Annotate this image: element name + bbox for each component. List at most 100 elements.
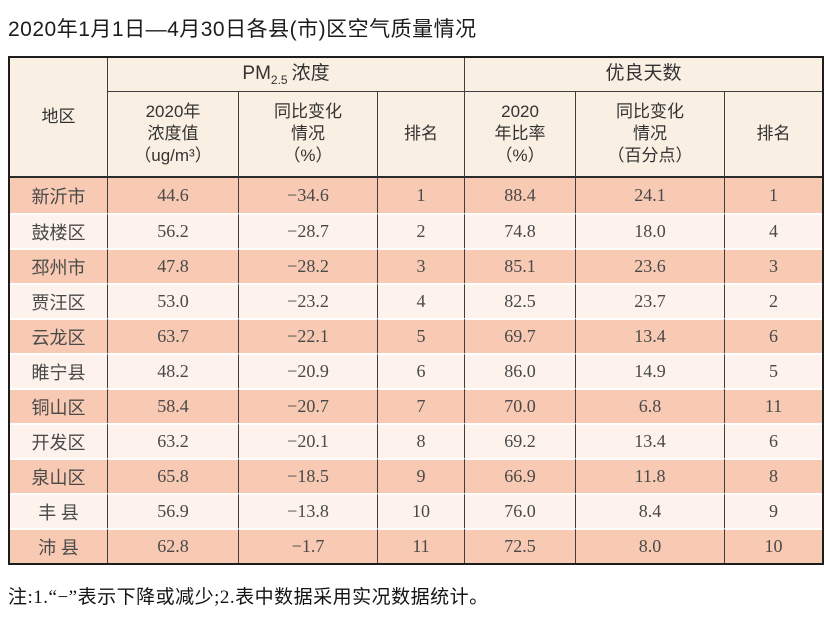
value-cell: 70.0 (465, 388, 577, 423)
header-group-good-days: 优良天数 (465, 58, 823, 92)
value-cell: 6 (378, 353, 466, 388)
header-group-pm25: PM2.5 浓度 (108, 58, 466, 92)
value-cell: 2 (378, 213, 466, 248)
region-cell: 邳州市 (10, 248, 108, 283)
table-header: 地区 PM2.5 浓度 优良天数 2020年 浓度值 （ug/m³） 同比变化 情… (10, 58, 823, 178)
value-cell: 69.7 (465, 318, 577, 353)
footnote: 注:1.“−”表示下降或减少;2.表中数据采用实况数据统计。 (8, 587, 489, 608)
header-pm25-change: 同比变化 情况 （%） (239, 92, 378, 178)
region-cell: 沛 县 (10, 528, 108, 563)
value-cell: −20.9 (239, 353, 378, 388)
value-cell: 86.0 (465, 353, 577, 388)
value-cell: 65.8 (108, 458, 239, 493)
table-row: 鼓楼区 56.2 −28.7 2 74.8 18.0 4 (10, 213, 823, 248)
value-cell: 56.9 (108, 493, 239, 528)
value-cell: 3 (378, 248, 466, 283)
value-cell: 8 (378, 423, 466, 458)
value-cell: 72.5 (465, 528, 577, 563)
table-row: 泉山区 65.8 −18.5 9 66.9 11.8 8 (10, 458, 823, 493)
value-cell: 3 (725, 248, 823, 283)
region-cell: 丰 县 (10, 493, 108, 528)
region-cell: 睢宁县 (10, 353, 108, 388)
value-cell: 2 (725, 283, 823, 318)
value-cell: 8.0 (576, 528, 726, 563)
value-cell: 4 (725, 213, 823, 248)
region-cell: 新沂市 (10, 178, 108, 213)
table-row: 睢宁县 48.2 −20.9 6 86.0 14.9 5 (10, 353, 823, 388)
value-cell: 13.4 (576, 423, 726, 458)
region-cell: 泉山区 (10, 458, 108, 493)
value-cell: 44.6 (108, 178, 239, 213)
page-title: 2020年1月1日—4月30日各县(市)区空气质量情况 (8, 18, 477, 41)
value-cell: −20.7 (239, 388, 378, 423)
value-cell: 53.0 (108, 283, 239, 318)
table-row: 贾汪区 53.0 −23.2 4 82.5 23.7 2 (10, 283, 823, 318)
pm25-label-suffix: 浓度 (291, 63, 330, 85)
value-cell: 8 (725, 458, 823, 493)
value-cell: −20.1 (239, 423, 378, 458)
region-cell: 贾汪区 (10, 283, 108, 318)
value-cell: 63.7 (108, 318, 239, 353)
value-cell: 11 (725, 388, 823, 423)
value-cell: −34.6 (239, 178, 378, 213)
value-cell: 74.8 (465, 213, 577, 248)
header-sub-row: 2020年 浓度值 （ug/m³） 同比变化 情况 （%） 排名 2020 年比… (10, 92, 823, 178)
header-group-row: 地区 PM2.5 浓度 优良天数 (10, 58, 823, 178)
header-region: 地区 (10, 58, 108, 178)
value-cell: 88.4 (465, 178, 577, 213)
value-cell: 23.6 (576, 248, 726, 283)
value-cell: 85.1 (465, 248, 577, 283)
value-cell: −28.2 (239, 248, 378, 283)
value-cell: 4 (378, 283, 466, 318)
value-cell: 8.4 (576, 493, 726, 528)
value-cell: 9 (378, 458, 466, 493)
value-cell: −22.1 (239, 318, 378, 353)
header-good-rank: 排名 (725, 92, 823, 178)
value-cell: 76.0 (465, 493, 577, 528)
region-cell: 铜山区 (10, 388, 108, 423)
value-cell: 10 (378, 493, 466, 528)
value-cell: 1 (378, 178, 466, 213)
value-cell: −1.7 (239, 528, 378, 563)
table-row: 云龙区 63.7 −22.1 5 69.7 13.4 6 (10, 318, 823, 353)
value-cell: −18.5 (239, 458, 378, 493)
value-cell: 6.8 (576, 388, 726, 423)
value-cell: 11.8 (576, 458, 726, 493)
table-row: 铜山区 58.4 −20.7 7 70.0 6.8 11 (10, 388, 823, 423)
value-cell: 6 (725, 318, 823, 353)
region-cell: 云龙区 (10, 318, 108, 353)
value-cell: 6 (725, 423, 823, 458)
region-cell: 开发区 (10, 423, 108, 458)
table-body: 新沂市 44.6 −34.6 1 88.4 24.1 1 鼓楼区 56.2 −28.7 2 74.8 1… (10, 178, 823, 563)
table-row: 开发区 63.2 −20.1 8 69.2 13.4 6 (10, 423, 823, 458)
value-cell: 5 (378, 318, 466, 353)
header-pm25-rank: 排名 (378, 92, 466, 178)
header-good-change: 同比变化 情况 （百分点） (576, 92, 726, 178)
header-pm25-value: 2020年 浓度值 （ug/m³） (108, 92, 239, 178)
value-cell: 24.1 (576, 178, 726, 213)
value-cell: 5 (725, 353, 823, 388)
value-cell: 18.0 (576, 213, 726, 248)
table-row: 沛 县 62.8 −1.7 11 72.5 8.0 10 (10, 528, 823, 563)
value-cell: −13.8 (239, 493, 378, 528)
header-good-ratio: 2020 年比率 （%） (465, 92, 577, 178)
table-row: 新沂市 44.6 −34.6 1 88.4 24.1 1 (10, 178, 823, 213)
value-cell: −28.7 (239, 213, 378, 248)
value-cell: 56.2 (108, 213, 239, 248)
value-cell: 9 (725, 493, 823, 528)
value-cell: 63.2 (108, 423, 239, 458)
value-cell: 23.7 (576, 283, 726, 318)
pm25-label-prefix: PM (242, 63, 271, 85)
table-row: 邳州市 47.8 −28.2 3 85.1 23.6 3 (10, 248, 823, 283)
value-cell: 7 (378, 388, 466, 423)
value-cell: 13.4 (576, 318, 726, 353)
value-cell: 1 (725, 178, 823, 213)
value-cell: 66.9 (465, 458, 577, 493)
value-cell: 11 (378, 528, 466, 563)
value-cell: 14.9 (576, 353, 726, 388)
table-row: 丰 县 56.9 −13.8 10 76.0 8.4 9 (10, 493, 823, 528)
value-cell: 62.8 (108, 528, 239, 563)
value-cell: 58.4 (108, 388, 239, 423)
air-quality-table: 地区 PM2.5 浓度 优良天数 2020年 浓度值 （ug/m³） 同比变化 情… (8, 56, 825, 565)
